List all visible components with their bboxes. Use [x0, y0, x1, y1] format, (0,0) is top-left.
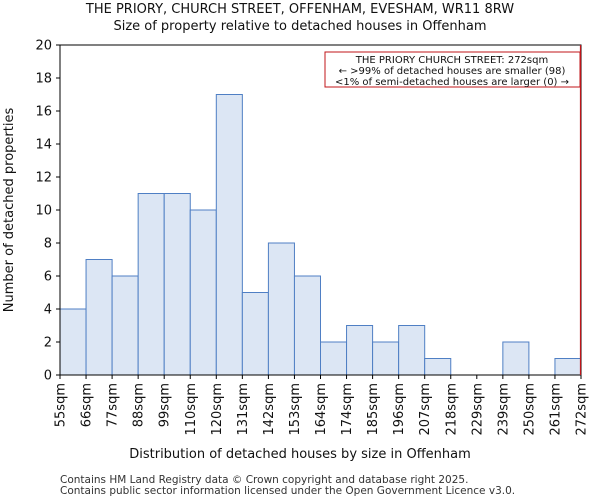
bar-174sqm: [346, 325, 374, 376]
x-tick-label: 229sqm: [470, 383, 485, 436]
annotation-box: THE PRIORY CHURCH STREET: 272sqm ← >99% …: [324, 51, 581, 88]
chart-title: THE PRIORY, CHURCH STREET, OFFENHAM, EVE…: [85, 2, 514, 17]
bar-131sqm: [241, 292, 269, 376]
y-tick-label: 0: [44, 369, 52, 384]
footer-line-1: Contains HM Land Registry data © Crown c…: [60, 474, 468, 486]
y-tick-label: 14: [35, 138, 52, 153]
x-tick-label: 272sqm: [575, 383, 590, 436]
bar-120sqm: [215, 94, 243, 376]
x-tick-label: 131sqm: [236, 383, 251, 436]
x-tick-label: 250sqm: [522, 383, 537, 436]
y-tick-label: 20: [35, 39, 52, 54]
y-tick-label: 6: [44, 270, 52, 285]
x-tick-label: 239sqm: [496, 383, 511, 436]
x-tick-label: 164sqm: [314, 383, 329, 436]
y-tick-label: 2: [44, 336, 52, 351]
y-tick-label: 18: [35, 72, 52, 87]
annotation-line-1: THE PRIORY CHURCH STREET: 272sqm: [355, 55, 548, 66]
bar-153sqm: [293, 275, 322, 376]
x-tick-label: 88sqm: [132, 383, 147, 427]
y-tick-label: 10: [35, 204, 52, 219]
x-axis-ticks: 55sqm 66sqm 77sqm 88sqm 99sqm 110sqm 120sqm 131…: [54, 375, 590, 436]
bar-77sqm: [111, 275, 139, 376]
bar-164sqm: [320, 341, 348, 376]
x-tick-label: 207sqm: [418, 383, 433, 436]
x-tick-label: 196sqm: [392, 383, 407, 436]
bar-142sqm: [267, 242, 295, 376]
bar-99sqm: [163, 193, 191, 376]
bar-207sqm: [424, 358, 452, 376]
x-tick-label: 110sqm: [184, 383, 199, 436]
bar-239sqm: [502, 341, 530, 376]
x-tick-label: 99sqm: [158, 383, 173, 427]
bar-110sqm: [189, 209, 217, 376]
bar-88sqm: [137, 193, 165, 376]
x-tick-label: 142sqm: [262, 383, 277, 436]
x-axis-label: Distribution of detached houses by size …: [129, 447, 471, 462]
y-axis-label: Number of detached properties: [2, 108, 17, 313]
annotation-line-2: ← >99% of detached houses are smaller (9…: [339, 66, 566, 77]
annotation-frame: [324, 51, 581, 88]
x-tick-label: 66sqm: [80, 383, 95, 427]
y-axis-ticks: 0 2 4 6 8 10 12 14 16 18 20: [35, 39, 60, 384]
x-tick-label: 261sqm: [548, 383, 563, 436]
annotation-line-3: <1% of semi-detached houses are larger (…: [335, 77, 569, 88]
x-tick-label: 55sqm: [54, 383, 69, 427]
x-tick-label: 174sqm: [340, 383, 355, 436]
bar-66sqm: [85, 259, 113, 376]
bar-196sqm: [398, 325, 426, 376]
y-tick-label: 4: [44, 303, 52, 318]
y-tick-label: 12: [35, 171, 52, 186]
chart-subtitle: Size of property relative to detached ho…: [113, 19, 486, 34]
y-tick-label: 8: [44, 237, 52, 252]
bar-261sqm: [554, 358, 582, 376]
x-tick-label: 185sqm: [366, 383, 381, 436]
y-tick-label: 16: [35, 105, 52, 120]
x-tick-label: 77sqm: [106, 383, 121, 427]
bars-group: [59, 94, 582, 376]
x-tick-label: 218sqm: [444, 383, 459, 436]
x-tick-label: 153sqm: [288, 383, 303, 436]
footer-line-2: Contains public sector information licen…: [60, 485, 515, 497]
bar-55sqm: [59, 308, 87, 376]
x-tick-label: 120sqm: [210, 383, 225, 436]
bar-185sqm: [372, 341, 400, 376]
